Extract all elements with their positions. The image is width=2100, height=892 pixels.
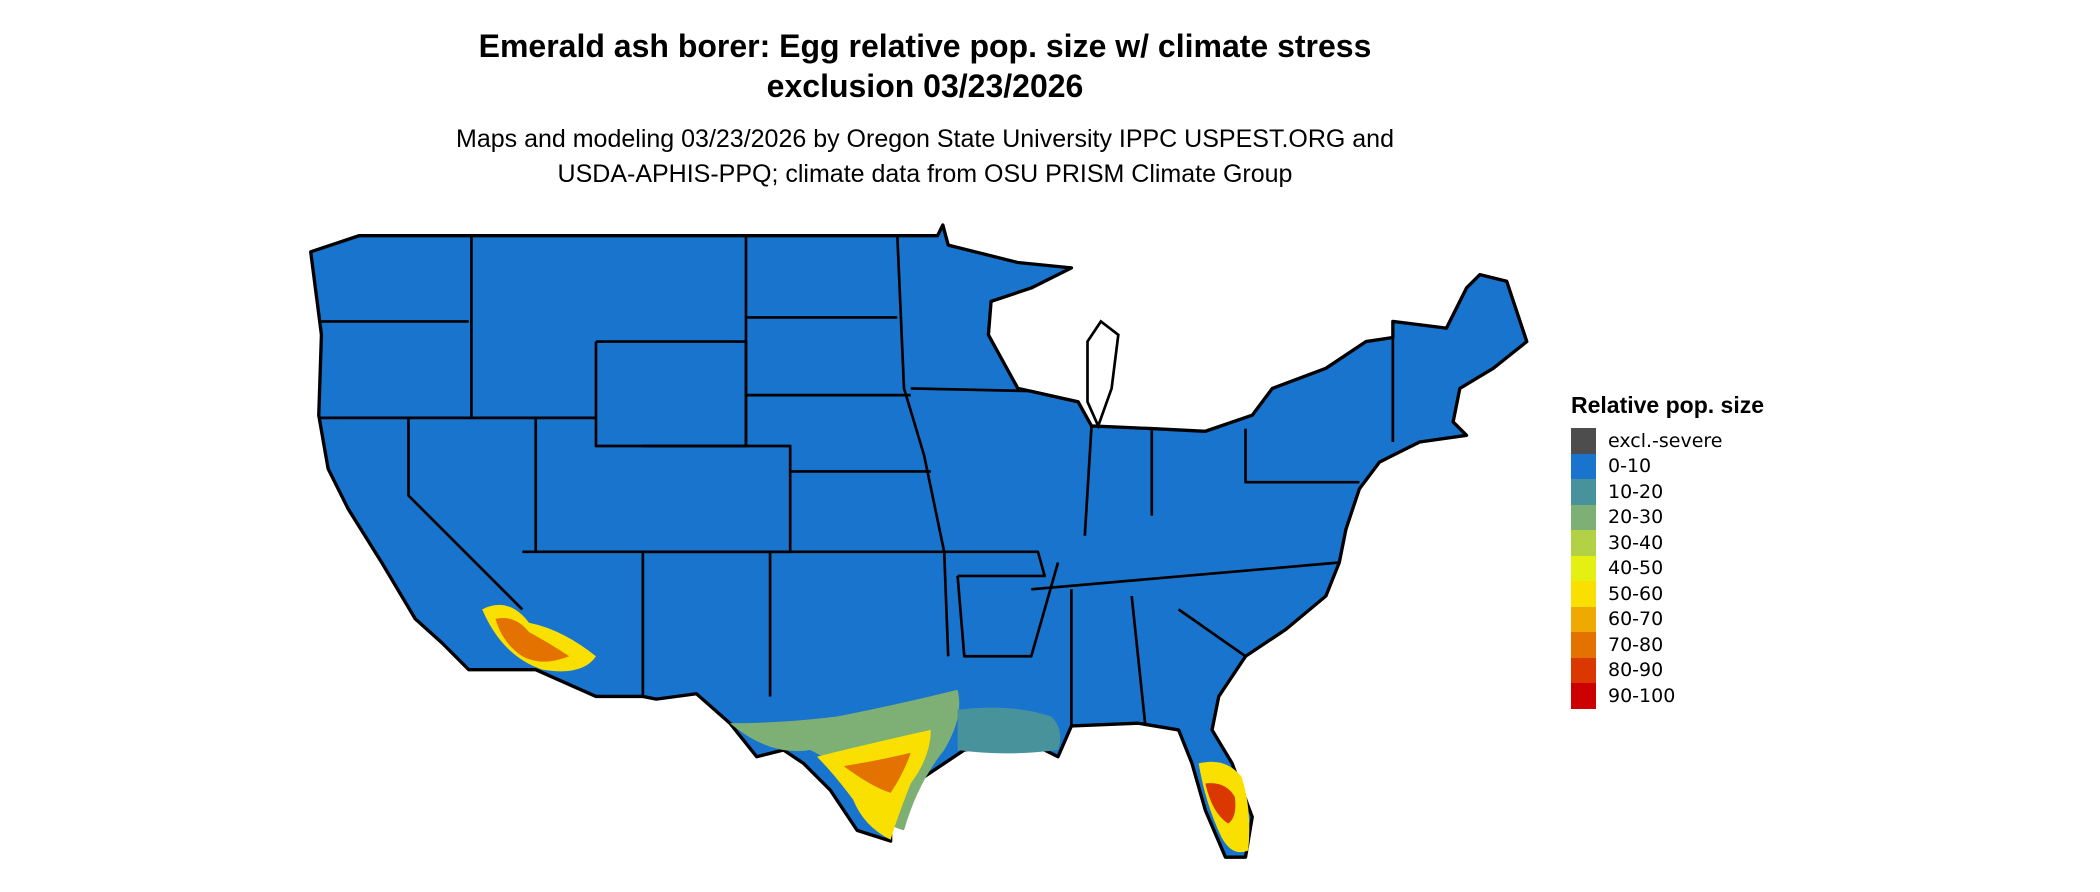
patch-fl-core bbox=[1205, 783, 1236, 824]
legend-label: 80-90 bbox=[1608, 659, 1664, 682]
legend-item: 0-10 bbox=[1571, 453, 1764, 479]
legend: Relative pop. size excl.-severe 0-10 10-20… bbox=[1571, 392, 1764, 709]
patch-gulf bbox=[957, 707, 1061, 754]
legend-item: 50-60 bbox=[1571, 581, 1764, 607]
legend-item: 40-50 bbox=[1571, 555, 1764, 581]
map-subtitle: Maps and modeling 03/23/2026 by Oregon S… bbox=[0, 122, 1850, 192]
legend-item: 70-80 bbox=[1571, 632, 1764, 658]
legend-item: 90-100 bbox=[1571, 683, 1764, 709]
legend-item: 10-20 bbox=[1571, 479, 1764, 505]
legend-swatch bbox=[1571, 657, 1596, 683]
lake-michigan bbox=[1086, 319, 1120, 430]
legend-label: 30-40 bbox=[1608, 531, 1664, 554]
legend-label: 50-60 bbox=[1608, 582, 1664, 605]
suitability-patches bbox=[482, 604, 1250, 853]
legend-label: 0-10 bbox=[1608, 455, 1652, 478]
legend-label: 60-70 bbox=[1608, 608, 1664, 631]
legend-label: excl.-severe bbox=[1608, 429, 1723, 452]
legend-title: Relative pop. size bbox=[1571, 392, 1765, 418]
legend-label: 10-20 bbox=[1608, 480, 1664, 503]
state-borders bbox=[318, 235, 1395, 726]
legend-swatch bbox=[1571, 581, 1596, 607]
map-subtitle-line1: Maps and modeling 03/23/2026 by Oregon S… bbox=[456, 125, 1394, 153]
legend-swatch bbox=[1571, 606, 1596, 632]
legend-item: 30-40 bbox=[1571, 530, 1764, 556]
legend-label: 40-50 bbox=[1608, 557, 1664, 580]
legend-item: excl.-severe bbox=[1571, 428, 1764, 454]
legend-swatch bbox=[1571, 453, 1596, 479]
legend-swatch bbox=[1571, 683, 1596, 709]
legend-swatch bbox=[1571, 428, 1596, 454]
legend-label: 20-30 bbox=[1608, 506, 1664, 529]
patch-tx-orange bbox=[843, 752, 911, 793]
legend-item: 20-30 bbox=[1571, 504, 1764, 530]
legend-items: excl.-severe 0-10 10-20 20-30 30-40 40-50 50-6… bbox=[1571, 428, 1764, 709]
map-title-line1: Emerald ash borer: Egg relative pop. siz… bbox=[478, 28, 1372, 64]
legend-label: 70-80 bbox=[1608, 633, 1664, 656]
us-outline bbox=[309, 223, 1529, 859]
map-title-line2: exclusion 03/23/2026 bbox=[766, 68, 1084, 104]
legend-swatch bbox=[1571, 504, 1596, 530]
patch-socal-core bbox=[495, 618, 570, 662]
legend-swatch bbox=[1571, 632, 1596, 658]
legend-item: 60-70 bbox=[1571, 606, 1764, 632]
legend-swatch bbox=[1571, 530, 1596, 556]
legend-swatch bbox=[1571, 479, 1596, 505]
legend-item: 80-90 bbox=[1571, 657, 1764, 683]
legend-swatch bbox=[1571, 555, 1596, 581]
legend-label: 90-100 bbox=[1608, 684, 1676, 707]
map-subtitle-line2: USDA-APHIS-PPQ; climate data from OSU PR… bbox=[557, 160, 1293, 188]
map-title: Emerald ash borer: Egg relative pop. siz… bbox=[0, 26, 1850, 106]
